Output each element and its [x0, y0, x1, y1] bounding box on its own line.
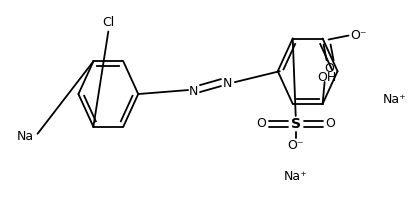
Text: O⁻: O⁻ — [350, 29, 367, 42]
Text: Na: Na — [17, 130, 34, 143]
Text: N: N — [188, 85, 198, 98]
Text: O: O — [325, 62, 334, 75]
Text: Na⁺: Na⁺ — [284, 170, 308, 183]
Text: O: O — [256, 117, 266, 130]
Text: O⁻: O⁻ — [287, 139, 304, 152]
Text: S: S — [291, 117, 301, 131]
Text: Cl: Cl — [102, 16, 114, 29]
Text: O: O — [326, 117, 336, 130]
Text: N: N — [223, 77, 233, 90]
Text: Na⁺: Na⁺ — [382, 93, 406, 105]
Text: OH: OH — [317, 71, 336, 84]
